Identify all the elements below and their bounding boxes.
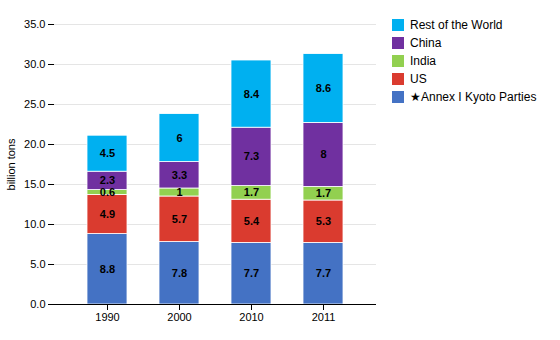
svg-text:8: 8 (320, 148, 326, 160)
svg-text:4.5: 4.5 (100, 147, 115, 159)
svg-text:8.6: 8.6 (316, 82, 331, 94)
svg-text:5.7: 5.7 (172, 213, 187, 225)
svg-text:10.0: 10.0 (24, 218, 45, 230)
svg-text:2000: 2000 (167, 311, 191, 323)
html-text:China: China (410, 36, 442, 50)
svg-text:25.0: 25.0 (24, 98, 45, 110)
html-text:India: India (410, 54, 436, 68)
svg-text:0.0: 0.0 (30, 298, 45, 310)
svg-text:0.6: 0.6 (100, 186, 115, 198)
svg-text:8.8: 8.8 (100, 263, 115, 275)
svg-text:15.0: 15.0 (24, 178, 45, 190)
svg-text:35.0: 35.0 (24, 18, 45, 30)
svg-text:8.4: 8.4 (244, 88, 260, 100)
svg-text:7.7: 7.7 (316, 267, 331, 279)
svg-text:billion tons: billion tons (5, 138, 17, 190)
svg-text:5.3: 5.3 (316, 215, 331, 227)
html-text:★Annex I Kyoto Parties: ★Annex I Kyoto Parties (410, 90, 537, 104)
html-text:US: US (410, 72, 427, 86)
svg-text:1.7: 1.7 (244, 186, 259, 198)
svg-text:1.7: 1.7 (316, 187, 331, 199)
svg-text:7.7: 7.7 (244, 267, 259, 279)
svg-text:5.0: 5.0 (30, 258, 45, 270)
svg-text:4.9: 4.9 (100, 208, 115, 220)
html-text:Rest of the World: Rest of the World (410, 18, 503, 32)
svg-text:7.3: 7.3 (244, 150, 259, 162)
svg-text:1: 1 (176, 186, 182, 198)
svg-text:2010: 2010 (239, 311, 263, 323)
svg-text:1990: 1990 (95, 311, 119, 323)
svg-text:7.8: 7.8 (172, 267, 187, 279)
svg-text:3.3: 3.3 (172, 169, 187, 181)
svg-text:2011: 2011 (312, 311, 336, 323)
svg-text:5.4: 5.4 (244, 215, 260, 227)
svg-text:20.0: 20.0 (24, 138, 45, 150)
svg-text:6: 6 (176, 132, 182, 144)
svg-text:30.0: 30.0 (24, 58, 45, 70)
svg-text:2.3: 2.3 (100, 174, 115, 186)
